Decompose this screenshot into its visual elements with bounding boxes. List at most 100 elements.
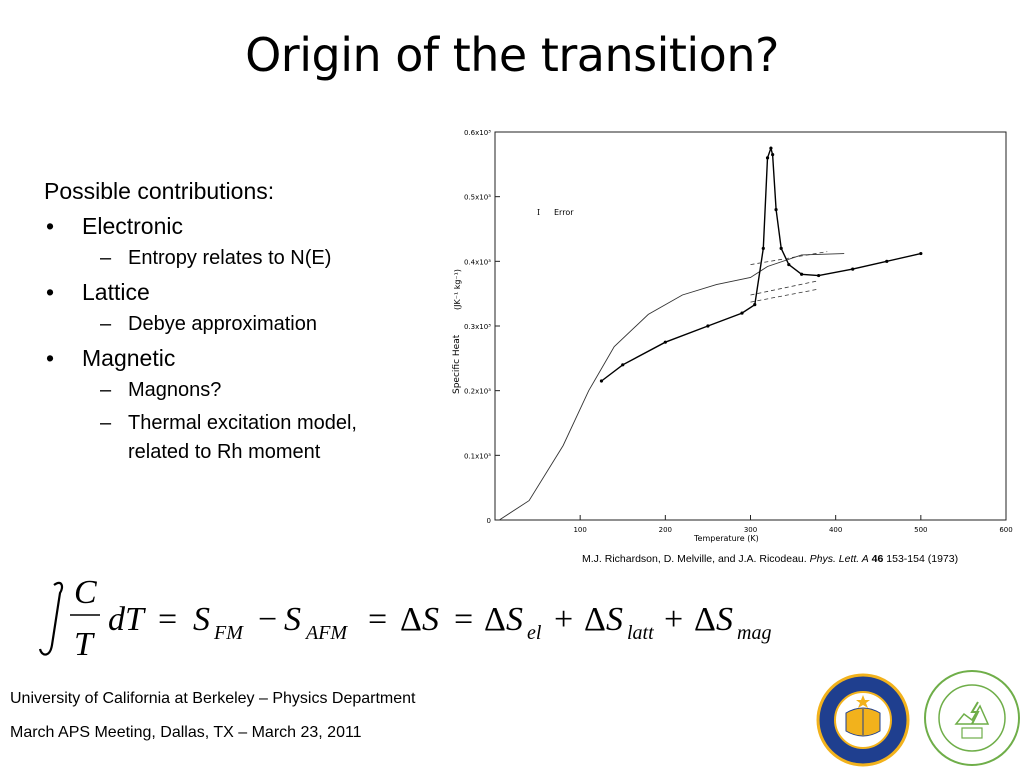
sub-bullet-text: Magnons? (128, 379, 222, 401)
eq-denominator-t: T (74, 626, 95, 663)
eq-s-fm: S (193, 601, 210, 638)
plot-ticks: 0 0.1x10³ 0.2x10³ 0.3x10³ 0.4x10³ 0.5x10³ 0.6x… (464, 129, 1013, 534)
citation-volume: 46 (871, 553, 884, 565)
data-point (800, 272, 804, 276)
dash-mark: – (100, 313, 112, 335)
data-point (787, 262, 791, 267)
intro-text: Possible contributions: (44, 178, 275, 204)
eq-delta: Δ (584, 601, 606, 638)
data-point (771, 153, 775, 157)
eq-equals: = (368, 601, 387, 638)
sub-bullet: – Thermal excitation model, related to R… (44, 409, 444, 467)
eq-s-latt: S (606, 601, 623, 638)
eq-equals: = (158, 601, 177, 638)
data-point (769, 146, 773, 150)
plot-border (494, 131, 1007, 521)
y-tick-label: 0.5x10³ (464, 194, 491, 202)
series-solid-curve (499, 253, 845, 521)
y-tick-label: 0.3x10³ (464, 323, 491, 331)
plot-series (499, 145, 923, 521)
bullet-mark: • (46, 345, 55, 371)
data-point (740, 311, 744, 315)
eq-plus: + (554, 601, 573, 638)
x-tick-label: 500 (914, 526, 927, 534)
data-point (765, 156, 770, 160)
y-axis-label: Specific Heat (452, 334, 462, 394)
eq-sub-mag: mag (737, 622, 771, 644)
data-point (761, 246, 765, 250)
footer-meeting: March APS Meeting, Dallas, TX – March 23… (10, 724, 362, 741)
data-point (706, 324, 710, 328)
series-measured-line (601, 145, 921, 382)
y-tick-label: 0.1x10³ (464, 452, 491, 460)
citation: M.J. Richardson, D. Melville, and J.A. R… (582, 553, 958, 565)
sub-bullet: – Entropy relates to N(E) (44, 244, 444, 273)
data-point (599, 379, 604, 383)
eq-sub-afm: AFM (304, 622, 348, 644)
eq-delta: Δ (484, 601, 506, 638)
eq-sub-el: el (527, 622, 542, 644)
citation-authors: M.J. Richardson, D. Melville, and J.A. R… (582, 553, 807, 565)
data-point (851, 267, 855, 271)
eq-sub-latt: latt (627, 622, 654, 644)
sub-bullet-text-continued: related to Rh moment (128, 441, 321, 463)
eq-minus: − (258, 601, 277, 638)
data-point (919, 251, 923, 256)
bullet-mark: • (46, 279, 55, 305)
eq-s-mag: S (716, 601, 733, 638)
y-tick-label: 0 (487, 517, 491, 525)
plot-frame (494, 131, 1007, 521)
x-tick-label: 600 (999, 526, 1012, 534)
series-dashed-extrapolation (750, 288, 819, 303)
series-dashed-extrapolation (750, 251, 828, 265)
citation-pages: 153-154 (1973) (886, 553, 959, 565)
y-tick-label: 0.2x10³ (464, 388, 491, 396)
bullet-label: Magnetic (82, 345, 176, 371)
entropy-equation: C T dT = S FM − S AFM = Δ S = Δ S el + Δ… (38, 575, 771, 663)
footer-institution: University of California at Berkeley – P… (10, 690, 416, 707)
sub-bullet-text: Entropy relates to N(E) (128, 247, 332, 269)
eq-s-afm: S (284, 601, 301, 638)
bullet-label: Electronic (82, 213, 183, 239)
citation-journal: Phys. Lett. A (809, 553, 869, 565)
legend-symbol: I (537, 208, 540, 217)
doe-seal-logo (924, 670, 1020, 766)
y-tick-label: 0.4x10³ (464, 258, 491, 266)
eq-delta: Δ (694, 601, 716, 638)
x-tick-label: 400 (829, 526, 842, 534)
eq-plus: + (664, 601, 683, 638)
data-point (774, 208, 778, 212)
x-axis-label: Temperature (K) (693, 534, 759, 543)
sub-bullet: – Magnons? (44, 376, 444, 405)
dash-mark: – (100, 247, 112, 269)
data-point (779, 246, 783, 250)
eq-numerator-c: C (74, 575, 97, 611)
x-tick-label: 300 (744, 526, 757, 534)
integral-sign (38, 581, 64, 656)
y-axis-unit: (JK⁻¹ kg⁻¹) (453, 269, 462, 310)
eq-s-total: S (422, 601, 439, 638)
eq-delta: Δ (400, 601, 422, 638)
data-point (817, 273, 821, 278)
dash-mark: – (100, 379, 112, 401)
bullet-label: Lattice (82, 279, 150, 305)
x-tick-label: 200 (659, 526, 672, 534)
sub-bullet: – Debye approximation (44, 310, 444, 339)
data-point (621, 363, 625, 367)
dash-mark: – (100, 412, 112, 434)
eq-sub-fm: FM (213, 622, 244, 644)
x-tick-label: 100 (573, 526, 586, 534)
bullet-list: Possible contributions: • Electronic – E… (44, 178, 444, 471)
bullet-lattice: • Lattice (44, 279, 444, 306)
sub-bullet-text: Thermal excitation model, (128, 412, 357, 434)
data-point (663, 340, 667, 344)
bullet-magnetic: • Magnetic (44, 345, 444, 372)
data-point (885, 259, 889, 263)
y-tick-label: 0.6x10³ (464, 129, 491, 137)
eq-equals: = (454, 601, 473, 638)
data-point (753, 303, 757, 307)
uc-seal-logo (816, 673, 910, 767)
bullet-electronic: • Electronic (44, 213, 444, 240)
legend-error-label: Error (554, 208, 574, 217)
slide-title: Origin of the transition? (245, 28, 779, 82)
